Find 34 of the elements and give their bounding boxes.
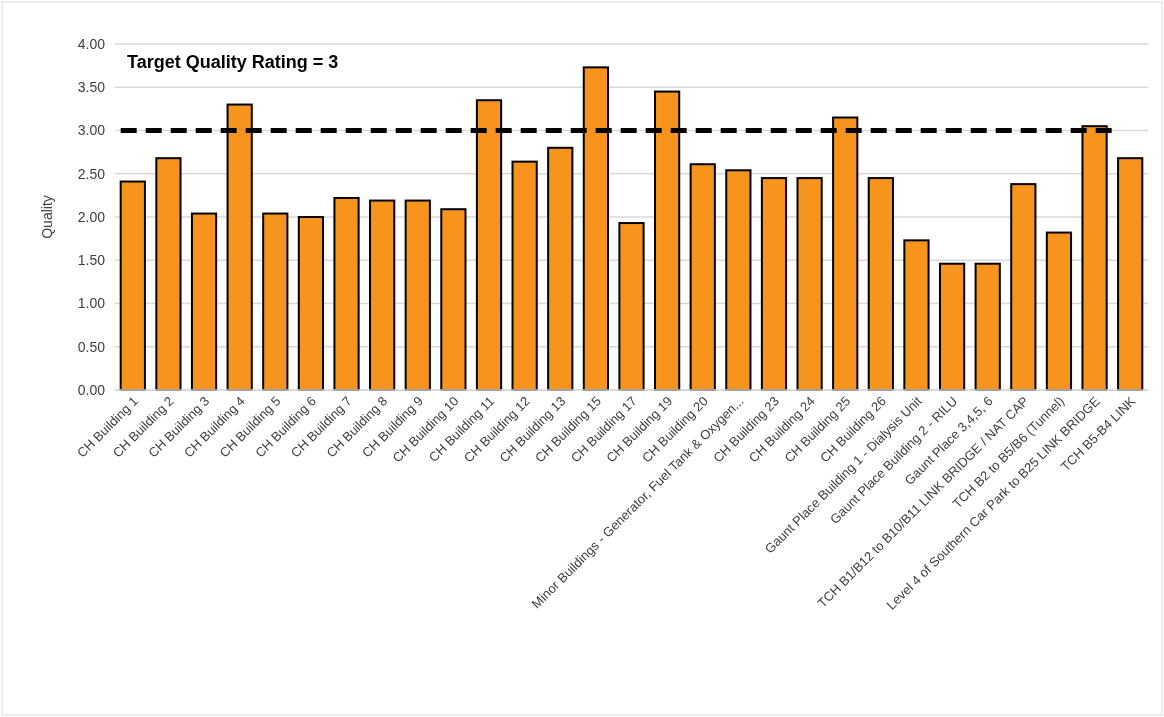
bar xyxy=(1010,183,1037,391)
y-tick-label: 3.50 xyxy=(77,79,106,96)
bar xyxy=(689,163,716,391)
bar xyxy=(867,177,894,391)
y-tick-label: 2.00 xyxy=(77,208,106,225)
y-tick-label: 0.50 xyxy=(77,338,106,355)
bar xyxy=(760,177,788,391)
bar xyxy=(974,262,1001,391)
bar xyxy=(1117,157,1144,391)
y-axis-title: Quality xyxy=(39,195,55,239)
bar xyxy=(262,212,289,391)
y-tick-label: 0.00 xyxy=(77,381,106,398)
bar xyxy=(618,222,645,391)
bar xyxy=(119,180,146,391)
bar xyxy=(547,146,574,391)
bar xyxy=(938,262,966,391)
bar xyxy=(903,239,930,391)
bar xyxy=(440,208,467,391)
y-tick-label: 1.50 xyxy=(77,252,106,269)
bar xyxy=(155,157,182,391)
y-tick-label: 2.50 xyxy=(77,165,106,182)
bar xyxy=(369,199,396,391)
bar xyxy=(297,216,325,391)
bar xyxy=(404,199,431,391)
ref-line-label: Target Quality Rating = 3 xyxy=(127,52,339,72)
y-tick-label: 4.00 xyxy=(77,35,106,52)
bar xyxy=(725,169,752,391)
bar xyxy=(333,196,360,391)
y-tick-label: 3.00 xyxy=(77,122,106,139)
bar xyxy=(190,212,218,391)
y-tick-label: 1.00 xyxy=(77,295,106,312)
bar xyxy=(1045,231,1073,391)
bar xyxy=(511,160,538,391)
bar xyxy=(796,177,823,391)
